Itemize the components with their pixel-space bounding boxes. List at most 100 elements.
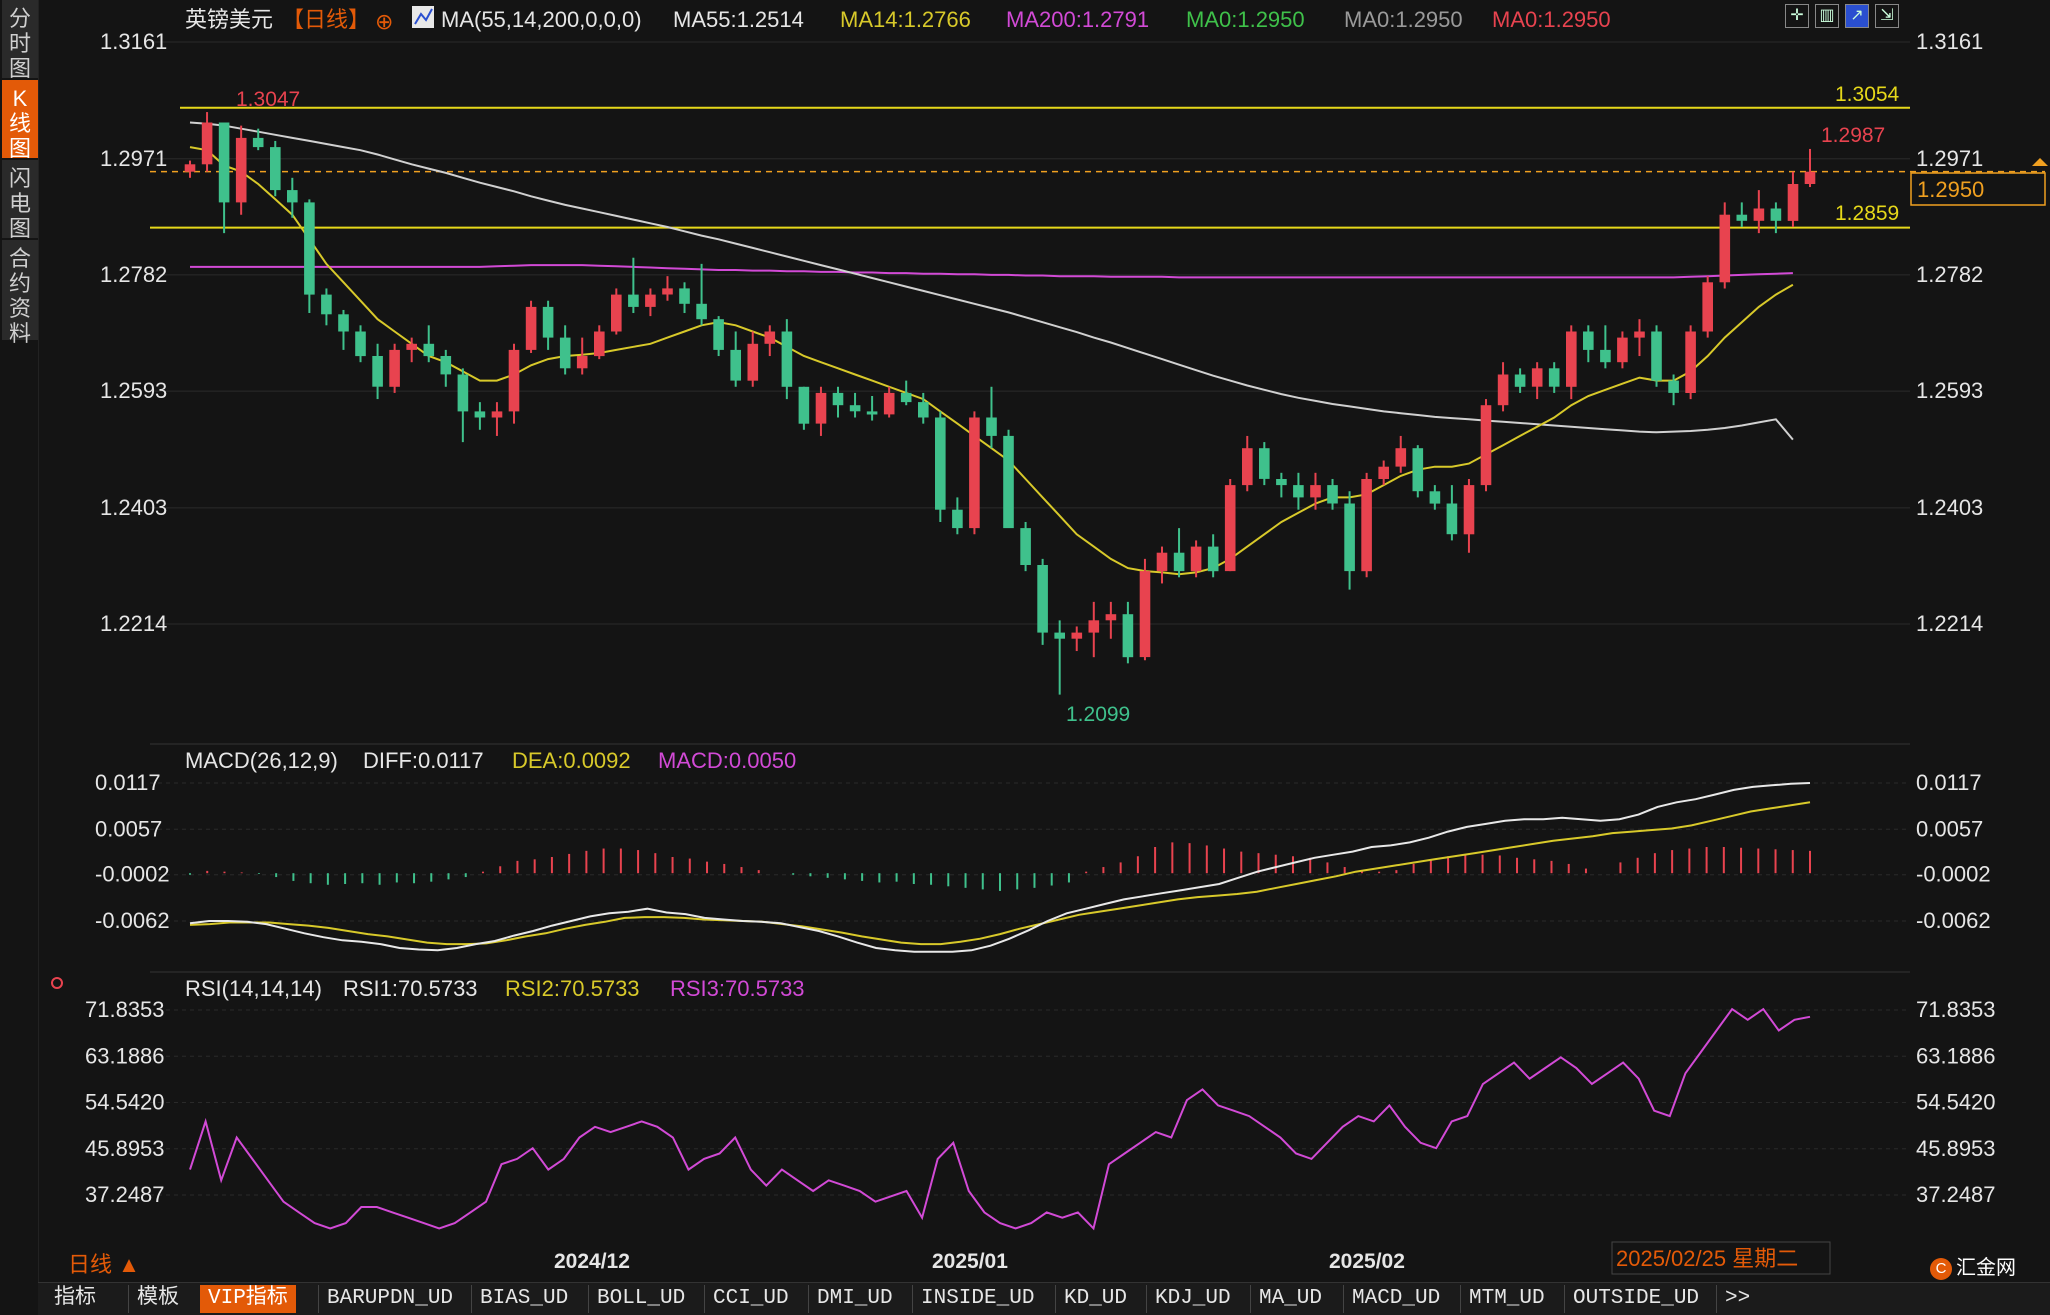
tab-kline[interactable]: K线图 <box>2 80 38 161</box>
candle-body <box>184 164 196 172</box>
grid-lines <box>150 41 1910 973</box>
rsi-settings-icon[interactable] <box>51 977 63 989</box>
rsi-tick-right: 63.1886 <box>1916 1043 1996 1068</box>
tab-macd[interactable]: MACD_UD <box>1343 1285 1448 1313</box>
price-tick-left: 1.2782 <box>100 262 167 287</box>
candle-body <box>1327 485 1338 504</box>
candle-body <box>918 402 929 418</box>
candle-body <box>832 392 844 406</box>
tab-dmi[interactable]: DMI_UD <box>808 1285 901 1313</box>
tab-bias[interactable]: BIAS_UD <box>471 1285 576 1313</box>
candle-body <box>1719 214 1731 283</box>
candle-body <box>1702 282 1713 332</box>
tab-mtm[interactable]: MTM_UD <box>1460 1285 1553 1313</box>
tab-kd[interactable]: KD_UD <box>1055 1285 1135 1313</box>
rsi-axis: 71.8353 71.8353 63.1886 63.1886 54.5420 54.54… <box>85 997 1996 1207</box>
price-tick-left: 1.2593 <box>100 378 167 403</box>
rsi-tick-left: 71.8353 <box>85 997 165 1022</box>
candle-body <box>201 122 213 165</box>
candle-body <box>1224 485 1236 572</box>
tab-indicator[interactable]: 指标 <box>54 1287 96 1310</box>
tab-more[interactable]: >> <box>1716 1285 1758 1313</box>
ma200-line <box>190 264 1793 279</box>
grid-icon[interactable]: ▥ <box>1815 4 1839 28</box>
tab-ma[interactable]: MA_UD <box>1250 1285 1330 1313</box>
crosshair-icon[interactable]: ✛ <box>1785 4 1809 28</box>
diff-line <box>189 782 1811 953</box>
ma14-line <box>189 146 1794 576</box>
tab-outside[interactable]: OUTSIDE_UD <box>1564 1285 1707 1313</box>
candle-body <box>406 343 417 350</box>
tab-vip-indicator[interactable]: VIP指标 <box>200 1285 296 1313</box>
time-label-dec: 2024/12 <box>554 1250 630 1273</box>
rsi-tick-left: 37.2487 <box>85 1182 165 1207</box>
tab-cci[interactable]: CCI_UD <box>704 1285 797 1313</box>
indicator-tab-bar: 指标 模板 VIP指标 BARUPDN_UD BIAS_UD BOLL_UD C… <box>38 1282 2050 1315</box>
tab-barupdn[interactable]: BARUPDN_UD <box>318 1285 461 1313</box>
candle-body <box>559 337 571 369</box>
tab-timeshare[interactable]: 分时图 <box>2 0 38 81</box>
price-tick-right: 1.2593 <box>1916 378 1983 403</box>
rsi-tick-right: 37.2487 <box>1916 1182 1996 1207</box>
candle-body <box>1071 632 1083 639</box>
price-tick-left: 1.2971 <box>100 146 167 171</box>
current-price-label: 1.2950 <box>1917 177 1984 202</box>
period-label: 【日线】 <box>282 7 370 32</box>
tab-lightning[interactable]: 闪电图 <box>2 160 38 241</box>
candle-body <box>713 319 724 350</box>
tab-contract-info[interactable]: 合约资料 <box>2 240 38 346</box>
candle-body <box>1634 331 1645 338</box>
ma0-value-gray: MA0:1.2950 <box>1344 7 1463 32</box>
macd-tick-left: -0.0062 <box>95 908 170 933</box>
lower-level-label: 1.2859 <box>1835 202 1899 225</box>
ma55-line <box>189 121 1794 441</box>
candle-body <box>508 349 520 412</box>
candle-body <box>662 288 673 295</box>
candle-body <box>628 294 639 307</box>
price-tick-left: 1.3161 <box>100 29 167 54</box>
candle-body <box>1310 485 1321 498</box>
macd-axis: 0.0117 0.0117 0.0057 0.0057 -0.0002 -0.0002 -0… <box>95 770 1991 933</box>
candle-body <box>491 411 503 418</box>
plus-circle-icon[interactable]: ⊕ <box>375 9 393 34</box>
candle-body <box>1787 184 1799 221</box>
candle-body <box>781 331 793 387</box>
ma-params: MA(55,14,200,0,0,0) <box>441 7 642 32</box>
macd-tick-right: 0.0057 <box>1916 816 1983 841</box>
candle-body <box>764 331 776 344</box>
candle-body <box>1344 503 1355 572</box>
rsi-tick-left: 54.5420 <box>85 1090 165 1115</box>
price-axis: 1.3161 1.3161 1.2971 1.2971 1.2782 1.2782 1.25… <box>100 29 1983 636</box>
tab-inside[interactable]: INSIDE_UD <box>912 1285 1042 1313</box>
tab-boll[interactable]: BOLL_UD <box>588 1285 693 1313</box>
draw-icon[interactable]: ↗ <box>1845 4 1869 28</box>
tab-template[interactable]: 模板 <box>128 1285 187 1313</box>
expand-icon[interactable]: ⇲ <box>1875 4 1899 28</box>
candle-body <box>474 411 486 418</box>
macd-tick-left: 0.0057 <box>95 816 162 841</box>
candle-body <box>1190 546 1202 572</box>
candle-body <box>252 137 264 148</box>
candle-body <box>1463 485 1475 535</box>
candle-body <box>815 392 827 424</box>
candle-body <box>1480 405 1492 486</box>
candle-body <box>1276 479 1287 486</box>
candle-body <box>542 306 554 338</box>
tab-kdj[interactable]: KDJ_UD <box>1146 1285 1239 1313</box>
candle-body <box>866 411 878 415</box>
indicator-icon-glyph <box>414 8 433 25</box>
candle-body <box>1003 435 1014 529</box>
ma200-value: MA200:1.2791 <box>1006 7 1149 32</box>
candle-body <box>287 190 298 203</box>
candle-body <box>1378 466 1389 479</box>
candle-body <box>1566 331 1577 387</box>
candle-body <box>1054 632 1065 639</box>
candle-body <box>270 147 281 191</box>
dea-line <box>189 801 1811 946</box>
ma14-value: MA14:1.2766 <box>840 7 971 32</box>
candle-body <box>440 356 452 375</box>
logo-text: 汇金网 <box>1956 1257 2016 1279</box>
period-toggle[interactable]: 日线 ▲ <box>68 1252 140 1277</box>
macd-tick-left: 0.0117 <box>95 770 161 795</box>
